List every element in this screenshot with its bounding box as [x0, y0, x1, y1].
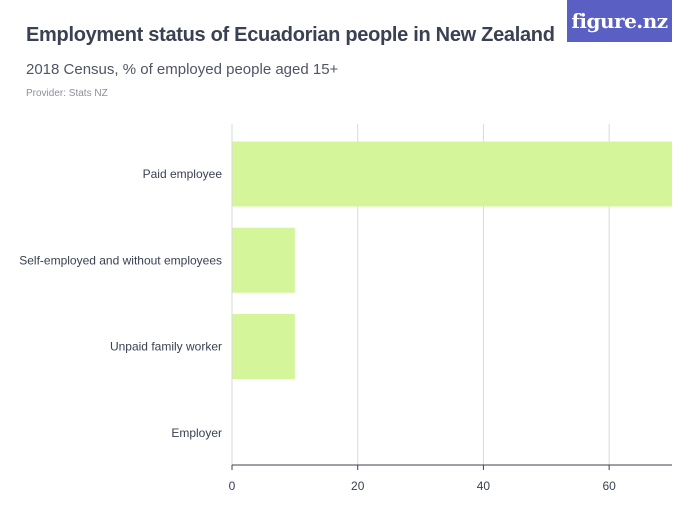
category-label: Self-employed and without employees	[19, 253, 222, 267]
category-label: Employer	[171, 426, 222, 440]
bars	[232, 141, 672, 379]
x-axis	[231, 124, 672, 470]
x-tick-label: 60	[602, 479, 616, 493]
category-label: Paid employee	[143, 167, 223, 181]
chart-subtitle: 2018 Census, % of employed people aged 1…	[26, 61, 339, 78]
bar[interactable]	[232, 141, 672, 207]
chart-title: Employment status of Ecuadorian people i…	[26, 24, 555, 46]
category-label: Unpaid family worker	[110, 340, 222, 354]
x-tick-label: 40	[477, 479, 491, 493]
x-tick-label: 20	[351, 479, 365, 493]
provider-note: Provider: Stats NZ	[26, 88, 108, 99]
figure-nz-logo[interactable]: figure.nz	[567, 0, 672, 42]
bar[interactable]	[232, 227, 295, 293]
tick-labels: 0 20 40 60	[229, 479, 616, 493]
category-labels: Paid employee Self-employed and without e…	[19, 167, 222, 440]
x-tick-label: 0	[229, 479, 236, 493]
bar[interactable]	[232, 314, 295, 379]
